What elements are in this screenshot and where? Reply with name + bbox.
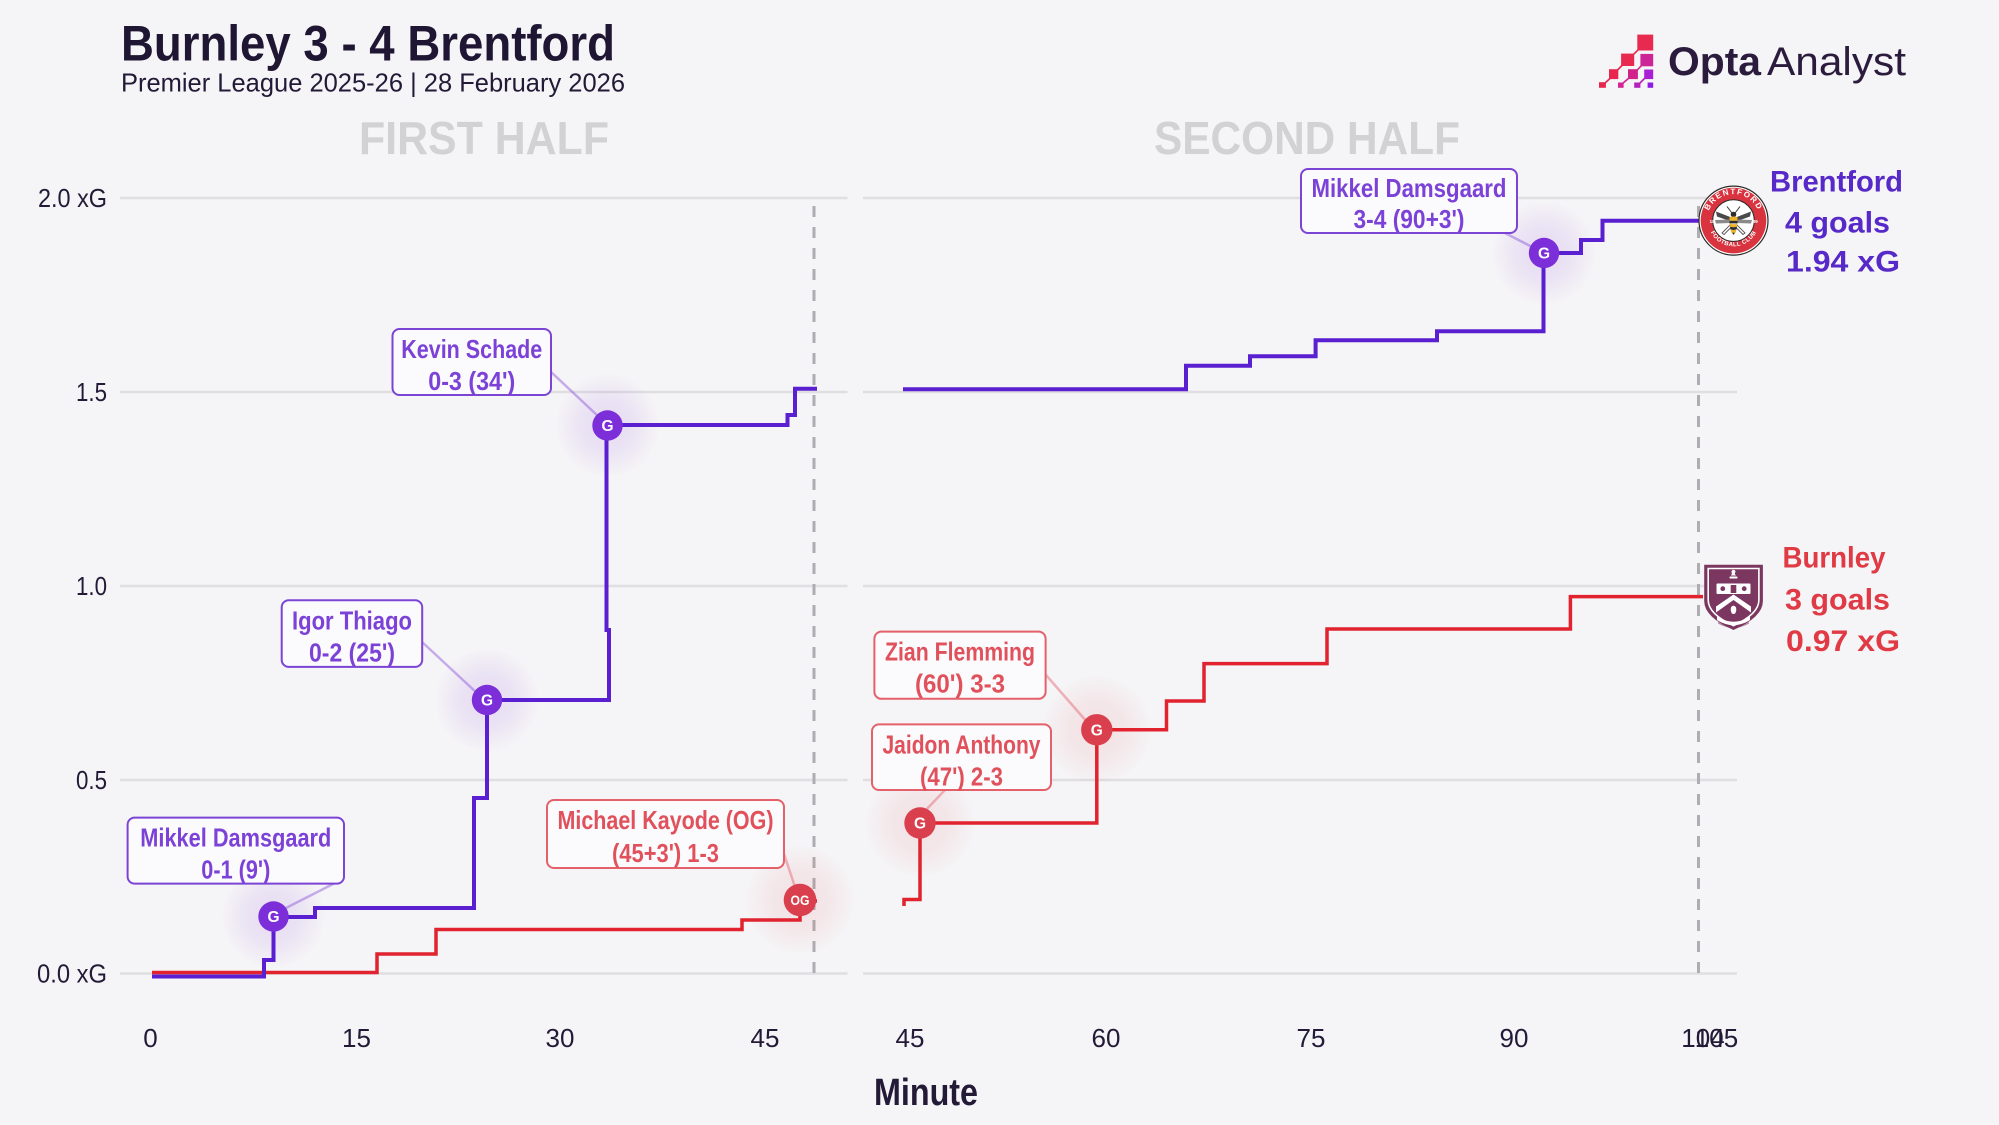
svg-text:(60') 3-3: (60') 3-3 bbox=[915, 669, 1005, 699]
svg-text:1.94 xG: 1.94 xG bbox=[1786, 246, 1900, 279]
svg-text:G: G bbox=[914, 816, 926, 833]
svg-text:1.0: 1.0 bbox=[76, 571, 107, 601]
svg-text:(47') 2-3: (47') 2-3 bbox=[920, 761, 1003, 791]
svg-text:(45+3') 1-3: (45+3') 1-3 bbox=[612, 838, 719, 868]
svg-text:15: 15 bbox=[342, 1023, 371, 1053]
svg-text:Burnley: Burnley bbox=[1783, 542, 1886, 575]
svg-text:0.5: 0.5 bbox=[76, 765, 107, 795]
svg-text:Burnley 3 - 4 Brentford: Burnley 3 - 4 Brentford bbox=[121, 16, 615, 72]
svg-text:Jaidon Anthony: Jaidon Anthony bbox=[883, 729, 1041, 759]
svg-text:Kevin Schade: Kevin Schade bbox=[401, 334, 542, 364]
svg-text:0.97 xG: 0.97 xG bbox=[1786, 625, 1900, 658]
svg-text:Opta: Opta bbox=[1668, 40, 1762, 84]
svg-text:3-4 (90+3'): 3-4 (90+3') bbox=[1354, 204, 1465, 234]
svg-text:0-2 (25'): 0-2 (25') bbox=[309, 637, 395, 667]
svg-text:Minute: Minute bbox=[874, 1072, 978, 1114]
svg-text:89: 89 bbox=[1753, 219, 1759, 225]
svg-text:90: 90 bbox=[1500, 1023, 1529, 1053]
svg-text:0-3 (34'): 0-3 (34') bbox=[428, 366, 515, 396]
svg-text:Mikkel Damsgaard: Mikkel Damsgaard bbox=[140, 823, 331, 853]
svg-text:G: G bbox=[267, 909, 279, 926]
svg-text:Brentford: Brentford bbox=[1770, 166, 1903, 199]
svg-text:G: G bbox=[1538, 246, 1550, 263]
svg-text:75: 75 bbox=[1297, 1023, 1326, 1053]
svg-text:0-1 (9'): 0-1 (9') bbox=[201, 855, 270, 885]
svg-text:18: 18 bbox=[1710, 219, 1716, 225]
svg-text:SECOND HALF: SECOND HALF bbox=[1154, 112, 1460, 164]
svg-text:G: G bbox=[481, 693, 493, 710]
svg-text:30: 30 bbox=[546, 1023, 575, 1053]
svg-text:0.0 xG: 0.0 xG bbox=[37, 959, 107, 989]
svg-text:FIRST HALF: FIRST HALF bbox=[359, 112, 609, 164]
svg-text:2.0 xG: 2.0 xG bbox=[38, 183, 107, 213]
svg-text:Analyst: Analyst bbox=[1767, 40, 1906, 84]
svg-text:45: 45 bbox=[751, 1023, 780, 1053]
svg-text:60: 60 bbox=[1092, 1023, 1121, 1053]
svg-text:4 goals: 4 goals bbox=[1785, 207, 1890, 240]
svg-text:Igor Thiago: Igor Thiago bbox=[292, 605, 412, 635]
svg-text:1.5: 1.5 bbox=[76, 377, 107, 407]
svg-text:G: G bbox=[601, 418, 613, 435]
svg-text:0: 0 bbox=[143, 1023, 157, 1053]
svg-text:105: 105 bbox=[1695, 1023, 1738, 1053]
svg-text:45: 45 bbox=[896, 1023, 925, 1053]
svg-text:G: G bbox=[1091, 722, 1103, 739]
svg-text:Mikkel Damsgaard: Mikkel Damsgaard bbox=[1312, 173, 1507, 203]
svg-text:Michael Kayode (OG): Michael Kayode (OG) bbox=[558, 805, 774, 835]
svg-text:Zian Flemming: Zian Flemming bbox=[885, 637, 1035, 667]
svg-text:Premier League 2025-26 | 28 Fe: Premier League 2025-26 | 28 February 202… bbox=[121, 68, 625, 98]
svg-text:OG: OG bbox=[791, 893, 810, 908]
svg-text:3 goals: 3 goals bbox=[1785, 583, 1890, 616]
svg-text:104: 104 bbox=[1681, 1023, 1724, 1053]
